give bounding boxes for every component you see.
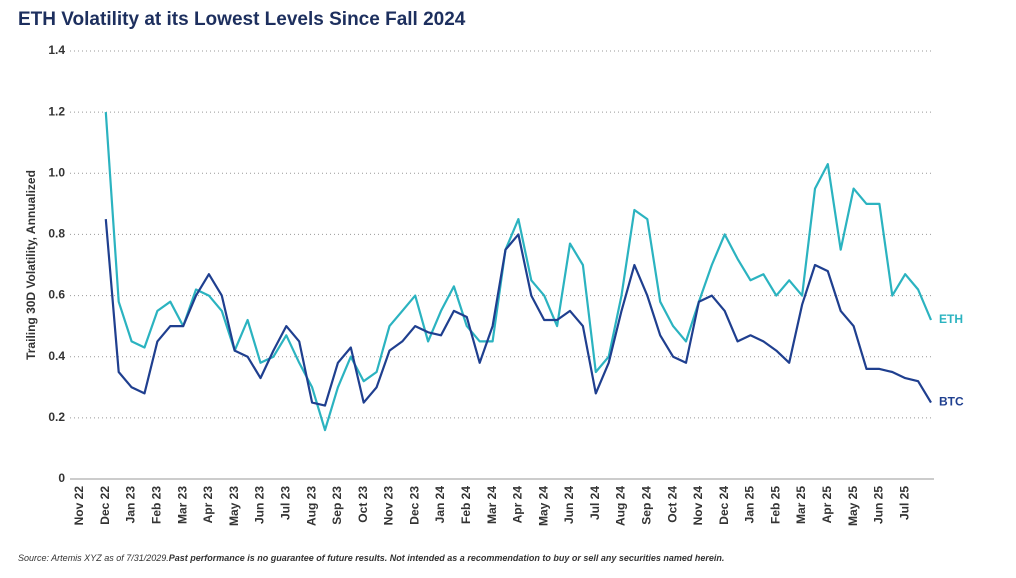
disclaimer: Past performance is no guarantee of futu… xyxy=(169,553,725,563)
x-tick-label: Aug 23 xyxy=(304,486,318,526)
x-tick-label: Sep 24 xyxy=(640,486,654,525)
x-tick-label: Oct 24 xyxy=(665,486,679,523)
series-label: ETH xyxy=(939,312,963,326)
y-tick-label: 0.2 xyxy=(48,410,65,424)
y-tick-label: 0.6 xyxy=(48,288,65,302)
x-tick-label: Dec 22 xyxy=(98,486,112,525)
x-tick-label: Apr 23 xyxy=(201,486,215,524)
y-tick-label: 0 xyxy=(58,471,65,485)
series-line xyxy=(104,219,932,407)
x-tick-label: Oct 23 xyxy=(356,486,370,523)
x-tick-label: Jul 25 xyxy=(897,486,911,520)
x-tick-label: Apr 25 xyxy=(820,486,834,524)
x-tick-label: May 24 xyxy=(536,486,550,526)
x-tick-label: Feb 25 xyxy=(768,486,782,524)
y-tick-label: 1.4 xyxy=(48,43,65,57)
source: Source: Artemis XYZ as of 7/31/2029. xyxy=(18,553,169,563)
y-axis-label: Trailing 30D Volatility, Annualized xyxy=(24,170,38,360)
y-tick-label: 1.0 xyxy=(48,165,65,179)
x-tick-label: Feb 24 xyxy=(459,486,473,524)
x-tick-label: Feb 23 xyxy=(150,486,164,524)
chart-title: ETH Volatility at its Lowest Levels Sinc… xyxy=(18,9,466,30)
y-tick-label: 0.8 xyxy=(48,227,65,241)
series-line xyxy=(104,112,933,432)
x-tick-label: Apr 24 xyxy=(511,486,525,524)
x-tick-label: Dec 24 xyxy=(717,486,731,525)
y-tick-label: 0.4 xyxy=(48,349,65,363)
x-tick-label: Jul 24 xyxy=(588,486,602,520)
x-tick-label: Dec 23 xyxy=(407,486,421,525)
x-tick-label: Jun 24 xyxy=(562,486,576,524)
x-tick-label: Jul 23 xyxy=(278,486,292,520)
x-tick-label: Jun 25 xyxy=(872,486,886,524)
x-tick-label: Mar 24 xyxy=(485,486,499,524)
series-label: BTC xyxy=(939,395,964,409)
x-tick-label: Nov 22 xyxy=(72,486,86,526)
x-tick-label: May 25 xyxy=(846,486,860,526)
footnote: Source: Artemis XYZ as of 7/31/2029.Past… xyxy=(18,553,724,563)
x-tick-label: Mar 25 xyxy=(794,486,808,524)
x-tick-label: Jun 23 xyxy=(253,486,267,524)
x-tick-label: Aug 24 xyxy=(614,486,628,526)
x-tick-label: Mar 23 xyxy=(175,486,189,524)
x-tick-label: Jan 23 xyxy=(124,486,138,524)
y-tick-label: 1.2 xyxy=(48,104,65,118)
x-tick-label: Nov 24 xyxy=(691,486,705,526)
x-tick-label: Sep 23 xyxy=(330,486,344,525)
x-tick-label: Nov 23 xyxy=(382,486,396,526)
x-tick-label: Jan 25 xyxy=(743,486,757,524)
x-tick-label: May 23 xyxy=(227,486,241,526)
x-tick-label: Jan 24 xyxy=(433,486,447,524)
